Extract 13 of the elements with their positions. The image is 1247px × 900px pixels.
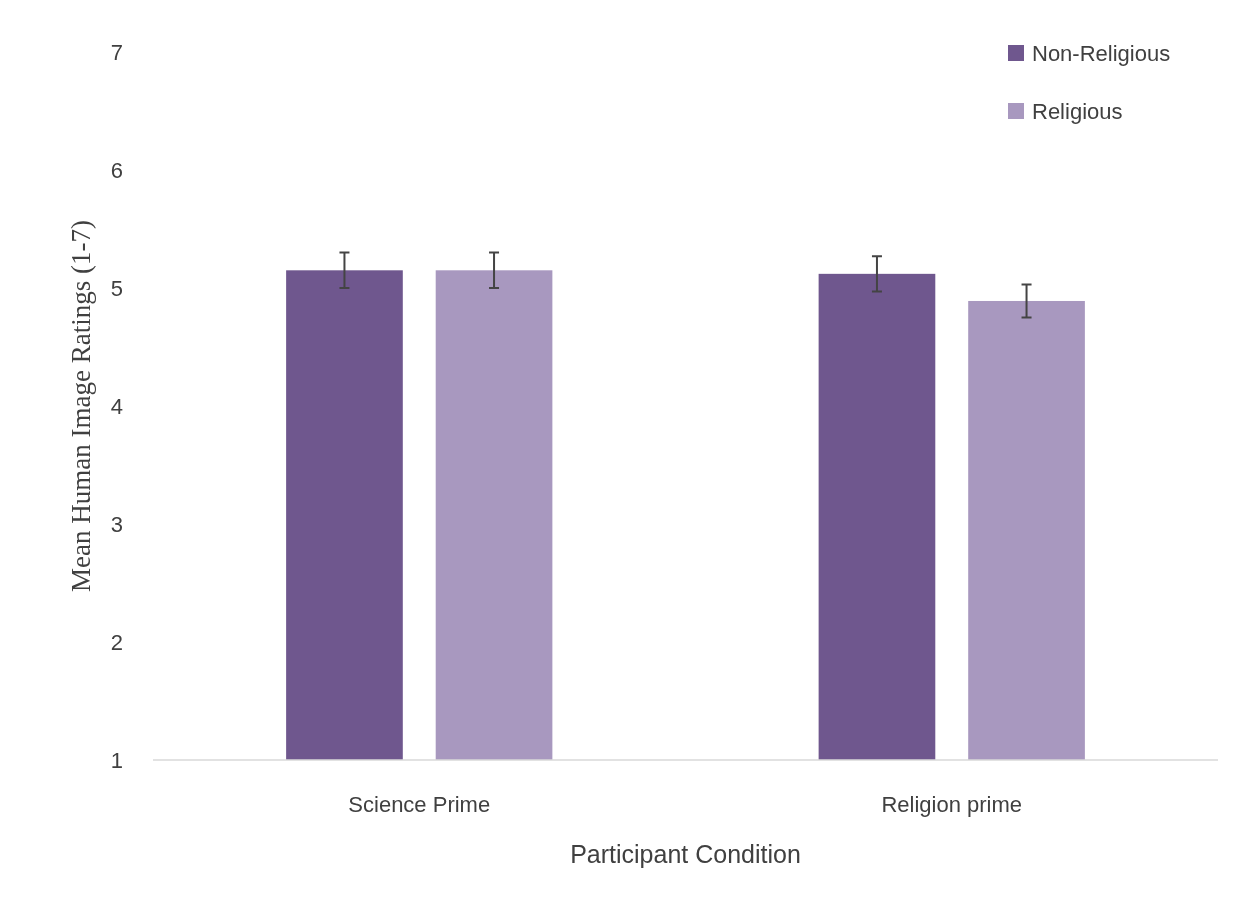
x-axis-title: Participant Condition: [570, 840, 801, 868]
y-tick-label: 2: [110, 629, 123, 655]
y-axis-title: Mean Human Image Ratings (1-7): [66, 220, 96, 592]
y-tick-label: 5: [110, 275, 123, 301]
x-tick-label: Religion prime: [881, 792, 1023, 817]
x-tick-label: Science Prime: [348, 792, 491, 817]
y-tick-label: 4: [110, 393, 123, 419]
legend-label: Religious: [1032, 98, 1123, 124]
y-tick-label: 7: [110, 39, 123, 65]
y-tick-label: 3: [110, 511, 123, 537]
legend-label: Non-Religious: [1032, 40, 1171, 66]
y-tick-label: 6: [110, 157, 123, 183]
y-tick-label: 1: [110, 747, 123, 773]
